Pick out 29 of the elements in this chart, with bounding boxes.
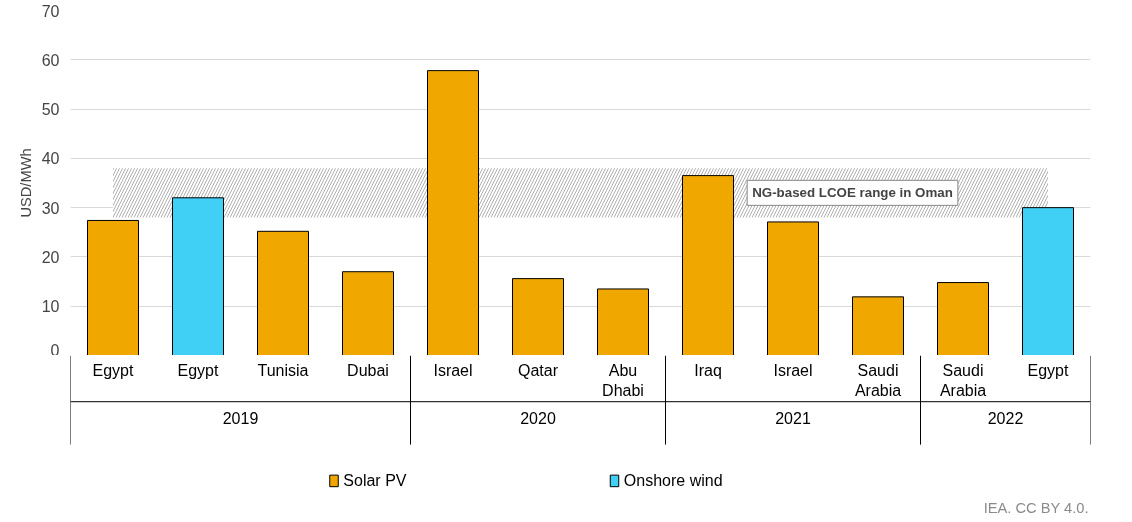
x-tick-label: Iraq xyxy=(694,362,722,380)
band-label: NG-based LCOE range in Oman xyxy=(752,185,953,201)
text: 2022 xyxy=(987,410,1024,428)
y-tick-label: 70 xyxy=(41,2,60,20)
y-tick-label: 30 xyxy=(41,199,60,217)
legend-label: Onshore wind xyxy=(623,472,723,490)
x-tick-label: Saudi Arabia xyxy=(854,362,902,399)
x-tick-label: Abu Dhabi xyxy=(602,362,644,399)
y-tick-label: 60 xyxy=(41,51,60,69)
x-tick-label: Egypt xyxy=(92,362,135,380)
x-tick-label: Tunisia xyxy=(257,362,309,380)
x-tick-label: Israel xyxy=(433,362,473,380)
text: 2019 xyxy=(222,410,259,428)
x-tick-label: Qatar xyxy=(517,362,559,380)
x-tick-label: Saudi Arabia xyxy=(939,362,987,399)
y-tick-label: 40 xyxy=(41,150,60,168)
x-tick-label: Egypt xyxy=(177,362,220,380)
x-tick-label: Israel xyxy=(773,362,813,380)
y-tick-label: 20 xyxy=(41,248,60,266)
legend-label: Solar PV xyxy=(343,472,407,490)
x-tick-label: Egypt xyxy=(1027,362,1070,380)
text: IEA. CC BY 4.0. xyxy=(983,499,1089,516)
text: 2021 xyxy=(775,410,811,428)
y-tick-label: 10 xyxy=(41,298,60,316)
y-axis-title: USD/MWh xyxy=(17,148,34,218)
y-tick-label: 0 xyxy=(50,341,60,359)
x-tick-label: Dubai xyxy=(347,362,389,380)
text: 2020 xyxy=(520,410,556,428)
y-tick-label: 50 xyxy=(41,101,60,119)
